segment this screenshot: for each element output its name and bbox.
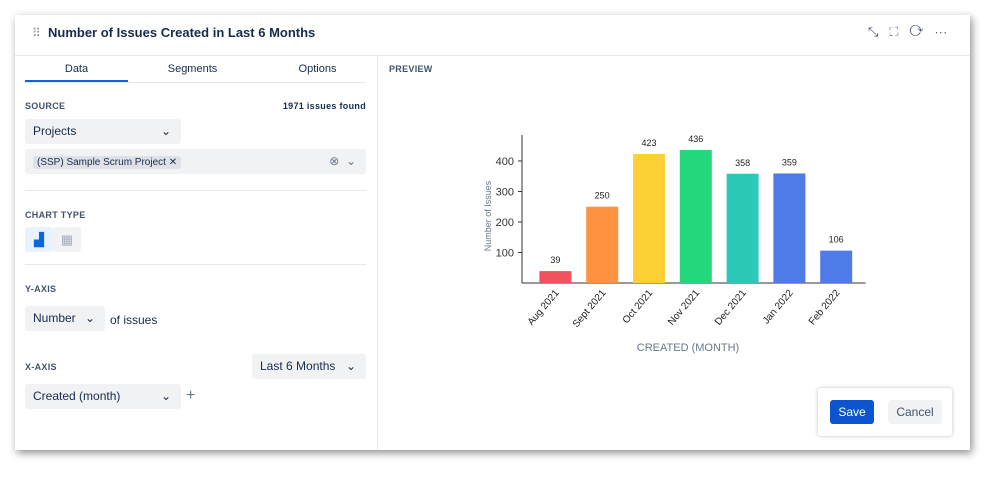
chart-type-label: CHART TYPE (25, 210, 86, 220)
y-axis-label: Y-AXIS (25, 284, 57, 294)
value-label: 358 (735, 158, 750, 168)
card (15, 15, 970, 450)
issue-count: 1971 issues found (282, 101, 366, 111)
value-label: 250 (595, 191, 610, 201)
drag-handle[interactable]: ⠿ (32, 26, 41, 40)
tab-underline (25, 80, 128, 82)
x-tick-label: Dec 2021 (713, 288, 749, 328)
dropdown-text: Number (33, 311, 76, 325)
title: Number of Issues Created in Last 6 Month… (48, 25, 316, 40)
y-tick-label: 400 (496, 156, 514, 168)
divider (15, 55, 970, 56)
x-tick-label: Jan 2022 (761, 288, 796, 327)
tab[interactable]: Options (298, 63, 337, 75)
divider (25, 190, 366, 191)
value-label: 423 (641, 138, 656, 148)
bar-type-button[interactable]: ▟ (25, 227, 53, 252)
y-suffix: of issues (110, 313, 158, 327)
y-dropdown[interactable]: Number ⌄ (25, 306, 105, 331)
x-axis-title: CREATED (MONTH) (637, 342, 739, 354)
bar (539, 271, 572, 283)
value-label: 106 (829, 235, 844, 245)
tab[interactable]: Segments (167, 63, 218, 75)
cancel-button[interactable]: Cancel (888, 400, 942, 424)
dropdown-text: Created (month) (33, 389, 121, 403)
x-tick-label: Nov 2021 (666, 288, 702, 328)
x-axis-label: X-AXIS (25, 362, 57, 372)
add-button[interactable]: + (186, 387, 196, 404)
project-select[interactable]: (SSP) Sample Scrum Project ✕ ⊗ ⌄ (25, 149, 366, 174)
y-tick-label: 100 (496, 247, 514, 259)
bar (679, 149, 712, 283)
y-axis-title: Number of Issues (483, 180, 493, 251)
bar (726, 173, 759, 283)
preview-label: PREVIEW (389, 64, 433, 74)
value-label: 359 (782, 157, 797, 167)
x-tick-label: Aug 2021 (526, 288, 562, 328)
tag[interactable]: (SSP) Sample Scrum Project ✕ (33, 156, 182, 169)
x-dropdown[interactable]: Created (month) ⌄ (25, 384, 181, 409)
x-tick-label: Oct 2021 (621, 288, 656, 326)
value-label: 436 (688, 134, 703, 144)
value-label: 39 (550, 255, 560, 265)
divider (25, 264, 366, 265)
tabs-border (25, 82, 366, 83)
tag-text: (SSP) Sample Scrum Project (37, 157, 166, 168)
x-tick-label: Sept 2021 (571, 288, 609, 330)
save-button[interactable]: Save (830, 400, 874, 424)
dropdown-text: Last 6 Months (260, 359, 336, 373)
tab[interactable]: Data (64, 63, 89, 75)
project-dropdown[interactable]: Projects ⌄ (25, 119, 181, 144)
y-tick-label: 200 (496, 217, 514, 229)
bar (820, 250, 853, 283)
panel-divider (377, 56, 378, 450)
bar (773, 173, 806, 283)
y-tick-label: 300 (496, 186, 514, 198)
bar (586, 206, 619, 283)
x-tick-label: Feb 2022 (807, 288, 843, 328)
dropdown-text: Projects (33, 124, 77, 138)
bar (633, 153, 665, 283)
source-label: SOURCE (25, 101, 66, 111)
table-type-button[interactable]: ▦ (53, 227, 81, 252)
toolbar-icons[interactable]: ⤡⛶⟳⋯ (868, 24, 959, 39)
range-dropdown[interactable]: Last 6 Months ⌄ (252, 354, 366, 379)
